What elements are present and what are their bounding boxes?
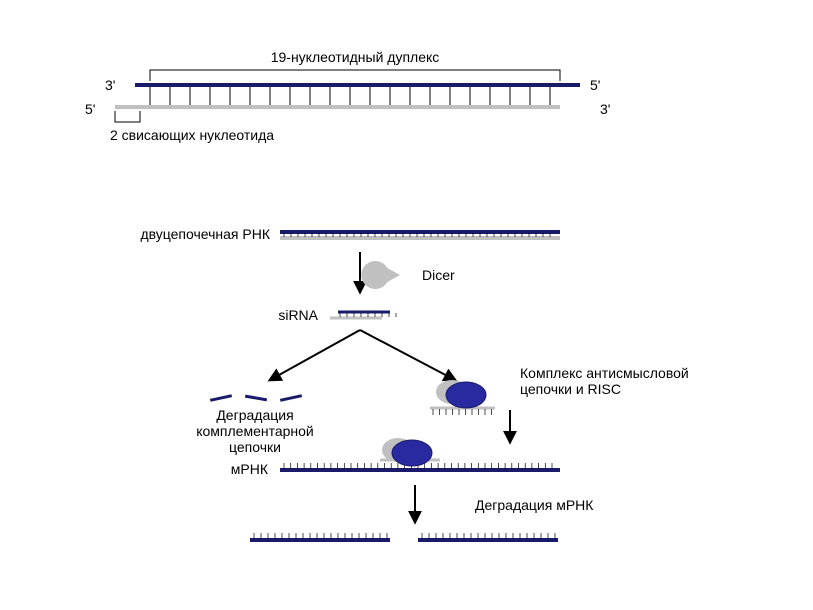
sirna-duplex — [115, 70, 580, 122]
overhang-label: 2 свисающих нуклеотида — [110, 127, 274, 143]
risc-label-2: цепочки и RISC — [520, 381, 621, 397]
dsrna-label: двуцепочечная РНК — [140, 226, 270, 242]
end3-bot-right: 3' — [600, 101, 610, 117]
risc-complex — [430, 380, 495, 415]
dsrna — [280, 232, 560, 238]
degraded-mrna — [250, 533, 558, 540]
end5-top-right: 5' — [590, 77, 600, 93]
mrna-bound — [280, 438, 560, 470]
duplex-label: 19-нуклеотидный дуплекс — [271, 49, 440, 65]
sirna-diagram: 3'5'5'3'19-нуклеотидный дуплекс2 свисающ… — [0, 0, 813, 610]
degcomp-label-3: цепочки — [229, 439, 281, 455]
degcomp-label-2: комплементарной — [196, 423, 314, 439]
sirna-label: siRNA — [278, 307, 318, 323]
degraded-strand — [210, 396, 302, 401]
deg-mrna-label: Деградация мРНК — [475, 497, 594, 513]
dicer-icon — [361, 261, 400, 289]
dicer-label: Dicer — [422, 267, 455, 283]
end3-top-left: 3' — [105, 77, 115, 93]
end5-bot-left: 5' — [85, 101, 95, 117]
sirna-fragment — [330, 312, 396, 318]
risc-label-1: Комплекс антисмысловой — [520, 365, 689, 381]
degcomp-label-1: Деградация — [216, 407, 293, 423]
mrna-label: мРНК — [231, 461, 269, 477]
